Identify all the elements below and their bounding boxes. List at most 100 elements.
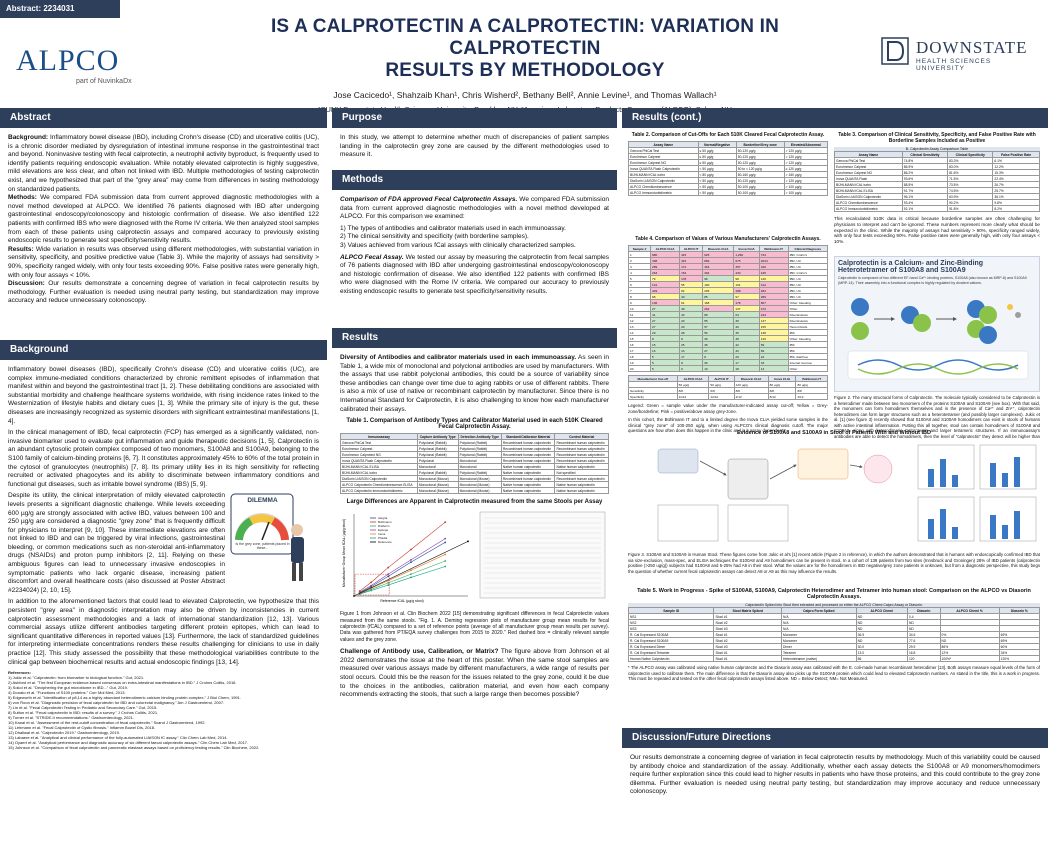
downstate-logo: DOWNSTATE HEALTH SCIENCES UNIVERSITY bbox=[880, 36, 1040, 76]
results-p1: Diversity of Antibodies and calibrator m… bbox=[340, 354, 609, 414]
table5-row-cell: 120% bbox=[998, 655, 1041, 662]
table4-row: 20 5 6 10 18 13 Other bbox=[627, 365, 829, 372]
figure1-legend-label: Buhlmann bbox=[378, 520, 392, 524]
table2-row: ALPCO Immunoturbidimetric < 50 µg/g 50-100… bbox=[628, 189, 829, 196]
table1-body: Genova PhiCal Test Polyclonal (Rabbit) Pol… bbox=[340, 439, 609, 495]
table4-row: 1 880 415 625 1,250 734 IBD, Crohn's bbox=[627, 251, 829, 258]
table2-body: Genova PhiCal Test ≤ 50 µg/g 50-120 µg/g > … bbox=[628, 147, 829, 196]
figure1-title: Large Differences are Apparent in Calpro… bbox=[346, 499, 603, 506]
reference-item: 11) Lehmann et al. "Fecal Calprotectin o… bbox=[8, 725, 156, 731]
figure2-intro: Calprotectin is composed of two differen… bbox=[838, 276, 1027, 285]
table4-block: Table 4. Comparison of Values of Various… bbox=[627, 236, 829, 434]
table3-text: This recalculated 510K data is critical … bbox=[834, 216, 1040, 245]
figure1-ylabel: Manufacturer Group Mean fCAL (µg/g stool… bbox=[342, 519, 346, 587]
abstract-results-text: Wide variation in results was observed u… bbox=[8, 245, 319, 279]
table3: Assay Name Clinical Sensitivity Clinical… bbox=[834, 151, 1040, 212]
dilemma-subtitle: Is the grey zone, patients placed in the… bbox=[235, 542, 290, 551]
table3-caption: Table 3. Comparison of Clinical Sensitiv… bbox=[838, 132, 1036, 144]
figure3-blot-panel bbox=[657, 504, 719, 542]
table4-row: 9 136 61 168 178 867 Other: bleeding bbox=[627, 299, 829, 306]
figure2-panel: Calprotectin is a Calcium- and Zinc-Bind… bbox=[834, 256, 1040, 392]
alpco-logo: ALPCO part of NuvinkaDx bbox=[16, 44, 156, 94]
poster-header: Abstract: 2234031 ALPCO part of NuvinkaD… bbox=[0, 0, 1048, 114]
methods-p2: ALPCO Fecal Assay. We tested our assay b… bbox=[340, 254, 609, 297]
figure1-scatter-chart: AlegriaBuhlmannDiaSorinEpitopeInovaPhadi… bbox=[340, 508, 609, 605]
table1: Immunoassay Capture Antibody Type Detect… bbox=[340, 433, 609, 495]
challenge-head: Challenge of Antibody use, Calibration, … bbox=[340, 648, 499, 656]
table5-subtitle: Calprotectin Spiked into Stool then extr… bbox=[628, 603, 1040, 607]
reference-item: 10) Kanal et al. "Assessment of the rest… bbox=[8, 720, 206, 726]
figure1-point bbox=[410, 548, 412, 551]
dilemma-illustration: DILEMMA Is the grey zone, patients place… bbox=[229, 492, 319, 584]
figure2-title-line1: Calprotectin is a Calcium- and Zinc-Bind… bbox=[838, 260, 984, 267]
reference-item: 4) Donato et al. "Functions of S100 prot… bbox=[8, 690, 126, 696]
figure1-series-line bbox=[353, 541, 469, 597]
table1-row-cell: Native human calprotectin bbox=[500, 487, 556, 495]
table5-caption: Table 5. Work in Progress - Spike of S10… bbox=[637, 588, 1031, 600]
table3-body: Genova PhiCal Test 74.8% 83.3% 6.1% EuroImmu… bbox=[834, 157, 1040, 212]
table3-block: Table 3. Comparison of Clinical Sensitiv… bbox=[834, 132, 1040, 245]
purpose-heading: Purpose bbox=[332, 108, 617, 128]
table5-row-cell: Stool #1 bbox=[713, 655, 783, 662]
figure1-xlabel: Reference fCAL (µg/g stool) bbox=[380, 599, 423, 603]
figure1-point bbox=[387, 575, 390, 578]
figure1-point bbox=[370, 584, 372, 587]
column-left: Abstract Background: Inflammatory bowel … bbox=[0, 108, 327, 861]
heterodimer-a9-icon bbox=[913, 314, 931, 332]
results-p1-text: As seen in Table 1, a wide mix of monocl… bbox=[340, 354, 610, 413]
reference-item: 14) Oyaert et al. "Analytical performanc… bbox=[8, 740, 248, 746]
table4-footer: Manufacturer Cut-off ALPCO CLIA ALPCO IT… bbox=[628, 375, 828, 400]
abstract-methods: Methods: We compared FDA submission data… bbox=[8, 194, 319, 246]
figure3-arrow-icon bbox=[849, 464, 863, 469]
references-label: References: bbox=[8, 670, 31, 676]
calcium-ion-icon bbox=[1007, 304, 1013, 310]
table4-row: 19 5 8 26 17 33 Internal mucosa bbox=[627, 359, 829, 366]
table4-row: 5 79 178 96 98 126 IBD, UC bbox=[627, 275, 829, 282]
table2-row-cell: ALPCO Immunoturbidimetric bbox=[628, 189, 699, 196]
table1-row-cell: Monoclonal (Mouse) bbox=[416, 487, 459, 495]
figure1-point bbox=[444, 541, 447, 544]
table5-block: Table 5. Work in Progress - Spike of S10… bbox=[627, 588, 1041, 682]
table4-legend: Legend: Green = sample value under the m… bbox=[628, 403, 828, 414]
results-cont-heading: Results (cont.) bbox=[622, 108, 1048, 128]
table4-body: 1 880 415 625 1,250 734 IBD, Crohn's 2 398 415 889… bbox=[627, 251, 829, 372]
figure1-point bbox=[410, 569, 412, 572]
abstract-background-text: Inflammatory bowel disease (IBD), includ… bbox=[8, 134, 320, 193]
table4-footer-row-cell: 2/12 bbox=[733, 393, 769, 400]
table5-row-cell: Human Native Calprotectin bbox=[627, 655, 715, 662]
table4-row-cell: 5 bbox=[650, 365, 681, 372]
methods-p1: Comparison of FDA approved Fecal Calprot… bbox=[340, 196, 609, 222]
figure2-block: Calprotectin is a Calcium- and Zinc-Bind… bbox=[834, 256, 1040, 445]
column-middle: Purpose In this study, we attempt to det… bbox=[332, 108, 617, 825]
table4-caption: Table 4. Comparison of Values of Various… bbox=[635, 236, 821, 242]
figure3-caption: Figure 3. S100A8 and S100A9 in Human Sto… bbox=[628, 552, 1040, 574]
table4-footer-row-cell: Specificity bbox=[628, 393, 678, 400]
figure1-legend-label: Reference bbox=[378, 540, 392, 544]
table5-row: Human Native Calprotectin Stool #1 Heterot… bbox=[627, 655, 1041, 662]
elisa-plate-icon bbox=[797, 448, 849, 480]
figure1-point bbox=[410, 576, 412, 579]
figure3-title: Evidence of S100A8 and S100A9 in Stool o… bbox=[737, 430, 931, 436]
discussion-heading: Discussion/Future Directions bbox=[622, 728, 1048, 748]
figure2-title-line2: Heterotetramer of S100A8 and S100A9 bbox=[838, 267, 966, 274]
figure1-point bbox=[410, 561, 412, 564]
figure1-point bbox=[444, 537, 447, 540]
tetramer-a9-icon bbox=[979, 306, 997, 324]
abstract-discussion: Discussion: Our results demonstrate a co… bbox=[8, 280, 319, 306]
figure1-legend-label: DiaSorin bbox=[378, 524, 390, 528]
table4-row-cell: 18 bbox=[733, 365, 760, 372]
table4-row-cell: Other bbox=[787, 365, 829, 372]
purpose-body: In this study, we attempt to determine w… bbox=[332, 128, 617, 170]
results-p1-head: Diversity of Antibodies and calibrator m… bbox=[340, 354, 577, 361]
downstate-shield-icon bbox=[881, 37, 909, 65]
table5-row-cell: 100%* bbox=[939, 655, 1000, 662]
table2-row-cell: > 100 µg/g bbox=[783, 189, 829, 196]
table1-row: Inova QUANTA Flash Calprotectin Polyclona… bbox=[340, 457, 609, 465]
intestine-icon bbox=[863, 454, 893, 484]
abstract-id-badge: Abstract: 2234031 bbox=[0, 0, 120, 18]
methods-p1-text: We compared FDA submission data from cur… bbox=[340, 196, 609, 221]
poster-title-line2: RESULTS BY METHODOLOGY bbox=[385, 60, 665, 81]
table4-text: In this cohort, the Bühlmann IT and to a… bbox=[628, 417, 828, 434]
abstract-background-label: Background: bbox=[8, 134, 49, 141]
figure1-legend-label: Inova bbox=[378, 532, 386, 536]
